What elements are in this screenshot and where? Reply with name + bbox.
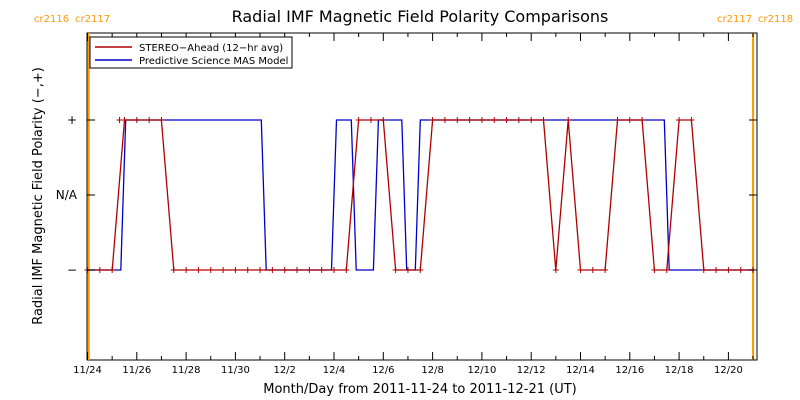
data-point-marker <box>343 267 350 273</box>
data-point-marker <box>367 117 374 123</box>
data-point-marker <box>96 267 103 273</box>
x-tick-label: 12/16 <box>615 365 644 376</box>
x-tick-label: 12/4 <box>323 365 345 376</box>
data-point-marker <box>454 117 461 123</box>
data-point-marker <box>676 117 683 123</box>
data-point-marker <box>602 267 609 273</box>
data-point-marker <box>700 267 707 273</box>
data-point-marker <box>232 267 239 273</box>
cr-label: cr2117 <box>717 14 752 25</box>
data-point-marker <box>294 267 301 273</box>
data-point-marker <box>146 117 153 123</box>
x-tick-label: 12/10 <box>467 365 496 376</box>
data-point-marker <box>281 267 288 273</box>
series-markers-stereo <box>84 117 757 273</box>
x-tick-label: 12/2 <box>273 365 295 376</box>
y-axis-label: Radial IMF Magnetic Field Polarity (−,+) <box>31 67 46 325</box>
data-point-marker <box>183 267 190 273</box>
carrington-rotation-labels: cr2116 cr2117 cr2117 cr2118 <box>34 14 793 25</box>
data-point-marker <box>491 117 498 123</box>
x-axis: 11/24 11/26 11/28 11/30 12/2 12/4 12/6 12/8 12/1… <box>73 33 754 376</box>
data-point-marker <box>540 117 547 123</box>
cr-label: cr2117 <box>75 14 110 25</box>
data-point-marker <box>269 267 276 273</box>
data-point-marker <box>133 117 140 123</box>
data-point-marker <box>614 117 621 123</box>
data-point-marker <box>158 117 165 123</box>
x-tick-label: 12/6 <box>372 365 394 376</box>
series-line-stereo <box>87 119 753 271</box>
data-point-marker <box>565 117 572 123</box>
data-point-marker <box>737 267 744 273</box>
data-point-marker <box>170 267 177 273</box>
y-axis: − N/A + <box>56 113 757 277</box>
x-tick-label: 11/28 <box>172 365 201 376</box>
data-point-marker <box>589 267 596 273</box>
x-axis-label: Month/Day from 2011-11-24 to 2011-12-21 … <box>263 382 576 397</box>
data-point-marker <box>195 267 202 273</box>
data-point-marker <box>639 117 646 123</box>
data-point-marker <box>552 267 559 273</box>
data-point-marker <box>503 117 510 123</box>
data-point-marker <box>331 267 337 273</box>
data-point-marker <box>318 267 325 273</box>
data-point-marker <box>515 117 522 123</box>
data-point-marker <box>306 267 313 273</box>
data-point-marker <box>392 267 399 273</box>
data-point-marker <box>220 267 227 273</box>
x-tick-label: 12/20 <box>714 365 743 376</box>
data-point-marker <box>651 267 658 273</box>
data-point-marker <box>478 117 485 123</box>
x-tick-label: 12/14 <box>566 365 595 376</box>
legend-box <box>89 36 293 69</box>
data-point-marker <box>528 117 535 123</box>
x-tick-label: 11/30 <box>221 365 250 376</box>
y-tick-label: − <box>67 263 77 277</box>
data-point-marker <box>577 267 584 273</box>
plot-frame <box>86 32 758 361</box>
x-tick-label: 12/8 <box>421 365 443 376</box>
x-tick-label: 11/24 <box>73 365 102 376</box>
y-tick-label: + <box>67 113 77 127</box>
legend-label-model: Predictive Science MAS Model <box>139 56 288 67</box>
data-point-marker <box>417 267 424 273</box>
x-tick-label: 12/18 <box>665 365 694 376</box>
y-tick-label: N/A <box>56 188 78 202</box>
cr-label: cr2118 <box>758 14 793 25</box>
data-point-marker <box>663 267 670 273</box>
data-point-marker <box>244 267 251 273</box>
data-point-marker <box>404 267 411 273</box>
data-point-marker <box>257 267 264 273</box>
x-tick-label: 11/26 <box>122 365 151 376</box>
legend-label-stereo: STEREO−Ahead (12−hr avg) <box>139 43 283 54</box>
data-point-marker <box>380 117 387 123</box>
data-point-marker <box>626 117 633 123</box>
data-point-marker <box>466 117 473 123</box>
data-point-marker <box>207 267 214 273</box>
data-point-marker <box>429 117 436 123</box>
data-point-marker <box>688 117 695 123</box>
x-tick-label: 12/12 <box>517 365 546 376</box>
data-point-marker <box>109 267 116 273</box>
series-layer <box>84 117 757 273</box>
data-point-marker <box>713 267 720 273</box>
data-point-marker <box>441 117 448 123</box>
legend: STEREO−Ahead (12−hr avg) Predictive Scie… <box>89 36 293 69</box>
data-point-marker <box>725 267 732 273</box>
data-point-marker <box>121 117 128 123</box>
data-point-marker <box>355 117 362 123</box>
cr-label: cr2116 <box>34 14 69 25</box>
chart-title: Radial IMF Magnetic Field Polarity Compa… <box>232 7 609 26</box>
carrington-marker-lines <box>87 33 755 360</box>
